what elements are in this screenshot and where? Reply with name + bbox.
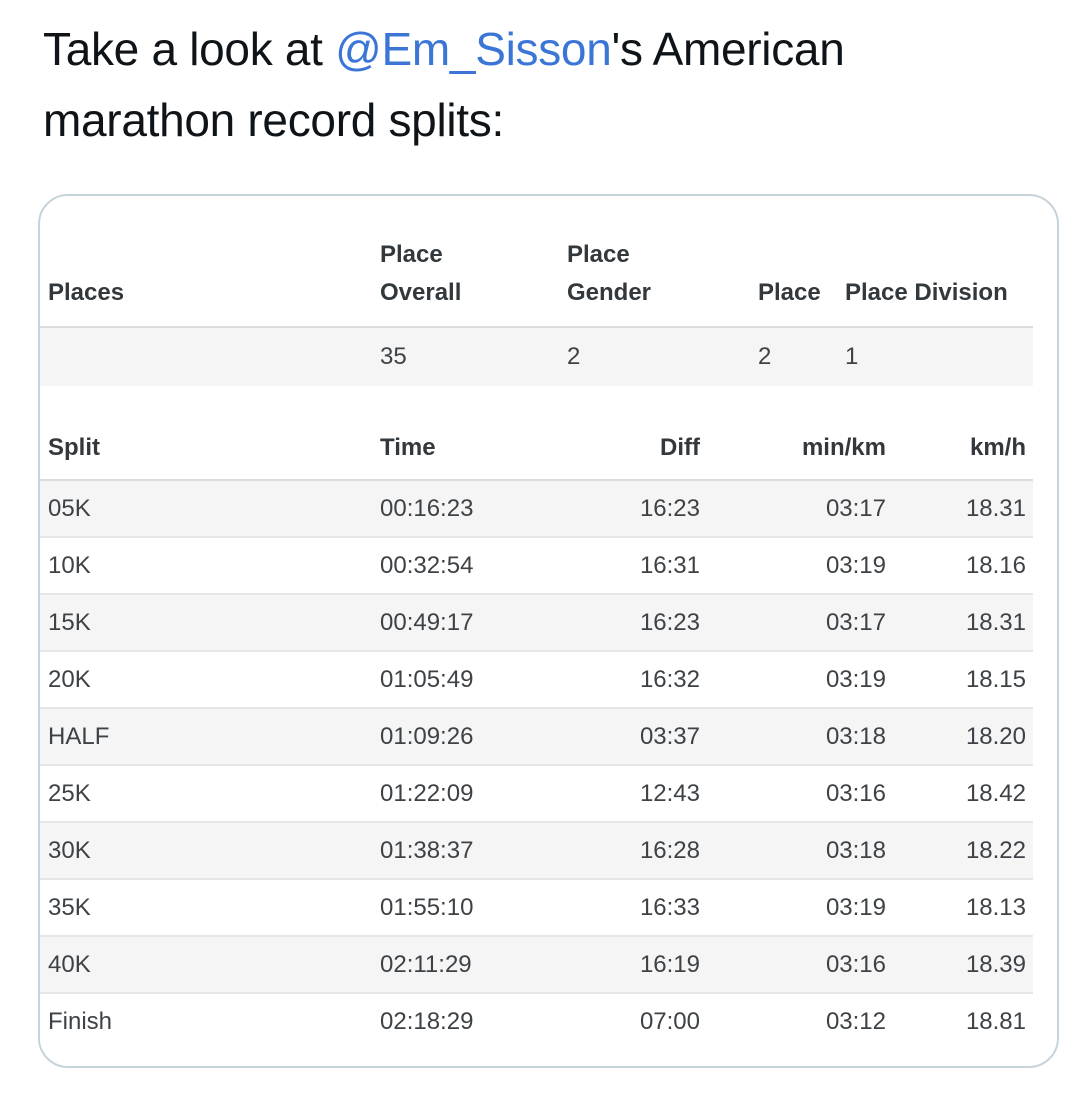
- table-cell: 01:55:10: [380, 878, 570, 936]
- table-cell: 03:16: [700, 935, 886, 993]
- table-cell: 16:31: [570, 536, 700, 594]
- mention-link[interactable]: @Em_Sisson: [335, 23, 612, 75]
- column-header: Split: [40, 396, 380, 481]
- table-cell: 1: [845, 343, 859, 370]
- table-cell: 25K: [40, 764, 380, 822]
- table-cell: 00:49:17: [380, 593, 570, 651]
- column-header: Place Overall: [380, 196, 567, 328]
- column-header: Time: [380, 396, 570, 481]
- table-cell: 03:37: [570, 707, 700, 765]
- column-header: Places: [40, 196, 380, 328]
- column-header: Place: [758, 196, 845, 328]
- splits-table: Split Time Diff min/km km/h 05K 00:16:23 16:23…: [40, 396, 1033, 1050]
- table-cell: 12:43: [570, 764, 700, 822]
- table-cell: 01:09:26: [380, 707, 570, 765]
- table-cell: 00:32:54: [380, 536, 570, 594]
- table-cell: 30K: [40, 821, 380, 879]
- table-cell: 40K: [40, 935, 380, 993]
- table-cell: 03:18: [700, 707, 886, 765]
- table-row: Finish 02:18:29 07:00 03:12 18.81: [40, 992, 1033, 1050]
- table-cell: 16:28: [570, 821, 700, 879]
- table-cell: 00:16:23: [380, 494, 474, 522]
- table-cell: 16:23: [639, 494, 700, 522]
- table-cell: 03:17: [700, 593, 886, 651]
- table-cell: 16:33: [570, 878, 700, 936]
- column-header: km/h: [886, 396, 1033, 481]
- table-cell: [40, 327, 380, 386]
- table-cell: 18.31: [886, 593, 1033, 651]
- table-cell: 03:19: [700, 650, 886, 708]
- column-header: Place Gender: [567, 196, 758, 328]
- table-cell: 03:17: [825, 494, 886, 522]
- table-cell: 18.81: [886, 992, 1033, 1050]
- table-row: HALF 01:09:26 03:37 03:18 18.20: [40, 707, 1033, 765]
- table-cell: 35K: [40, 878, 380, 936]
- table-row: 10K 00:32:54 16:31 03:19 18.16: [40, 536, 1033, 594]
- table-cell: 18.20: [886, 707, 1033, 765]
- table-cell: 01:22:09: [380, 764, 570, 822]
- table-row: 25K 01:22:09 12:43 03:16 18.42: [40, 764, 1033, 822]
- table-cell: 18.16: [886, 536, 1033, 594]
- table-cell: 16:19: [570, 935, 700, 993]
- table-cell: 02:18:29: [380, 992, 570, 1050]
- table-cell: Finish: [40, 992, 380, 1050]
- table-cell: 2: [567, 343, 581, 370]
- table-cell: HALF: [40, 707, 380, 765]
- table-cell: 16:23: [570, 593, 700, 651]
- column-header: Place Division: [845, 196, 1033, 328]
- places-table: Places Place Overall Place Gender Place Plac…: [40, 196, 1033, 386]
- table-cell: 10K: [40, 536, 380, 594]
- table-cell: 07:00: [570, 992, 700, 1050]
- column-header: Diff: [570, 396, 700, 481]
- table-cell: 02:11:29: [380, 935, 570, 993]
- table-cell: 05K: [48, 494, 91, 522]
- table-cell: 03:12: [700, 992, 886, 1050]
- table-cell: 01:38:37: [380, 821, 570, 879]
- table-row: 35K 01:55:10 16:33 03:19 18.13: [40, 878, 1033, 936]
- splits-header-row: Split Time Diff min/km km/h: [40, 396, 1033, 481]
- table-cell: 03:18: [700, 821, 886, 879]
- table-cell: 18.31: [965, 494, 1026, 522]
- table-cell: 03:16: [700, 764, 886, 822]
- table-cell: 18.13: [886, 878, 1033, 936]
- places-header-row: Places Place Overall Place Gender Place Plac…: [40, 196, 1033, 328]
- tweet-text: Take a look at @Em_Sisson's American mar…: [43, 14, 988, 156]
- tweet-text-before: Take a look at: [43, 23, 336, 75]
- table-cell: 2: [758, 343, 772, 370]
- table-cell: 35: [380, 343, 407, 370]
- table-cell: 01:05:49: [380, 650, 570, 708]
- table-cell: 20K: [40, 650, 380, 708]
- table-row: 20K 01:05:49 16:32 03:19 18.15: [40, 650, 1033, 708]
- table-cell: 16:32: [570, 650, 700, 708]
- table-row: 35 2 2 1: [40, 327, 1033, 386]
- table-cell: 18.22: [886, 821, 1033, 879]
- table-cell: 15K: [40, 593, 380, 651]
- table-row: 15K 00:49:17 16:23 03:17 18.31: [40, 593, 1033, 651]
- table-row: 30K 01:38:37 16:28 03:18 18.22: [40, 821, 1033, 879]
- attached-image-card[interactable]: Places Place Overall Place Gender Place Plac…: [38, 194, 1059, 1068]
- table-cell: 18.39: [886, 935, 1033, 993]
- table-cell: 03:19: [700, 536, 886, 594]
- table-cell: 03:19: [700, 878, 886, 936]
- column-header: min/km: [700, 396, 886, 481]
- table-cell: 18.15: [886, 650, 1033, 708]
- table-row: 05K 00:16:23 16:23 03:17 18.31: [40, 480, 1033, 537]
- table-row: 40K 02:11:29 16:19 03:16 18.39: [40, 935, 1033, 993]
- tweet-text-after: 's American marathon record splits:: [43, 23, 845, 146]
- table-cell: 18.42: [886, 764, 1033, 822]
